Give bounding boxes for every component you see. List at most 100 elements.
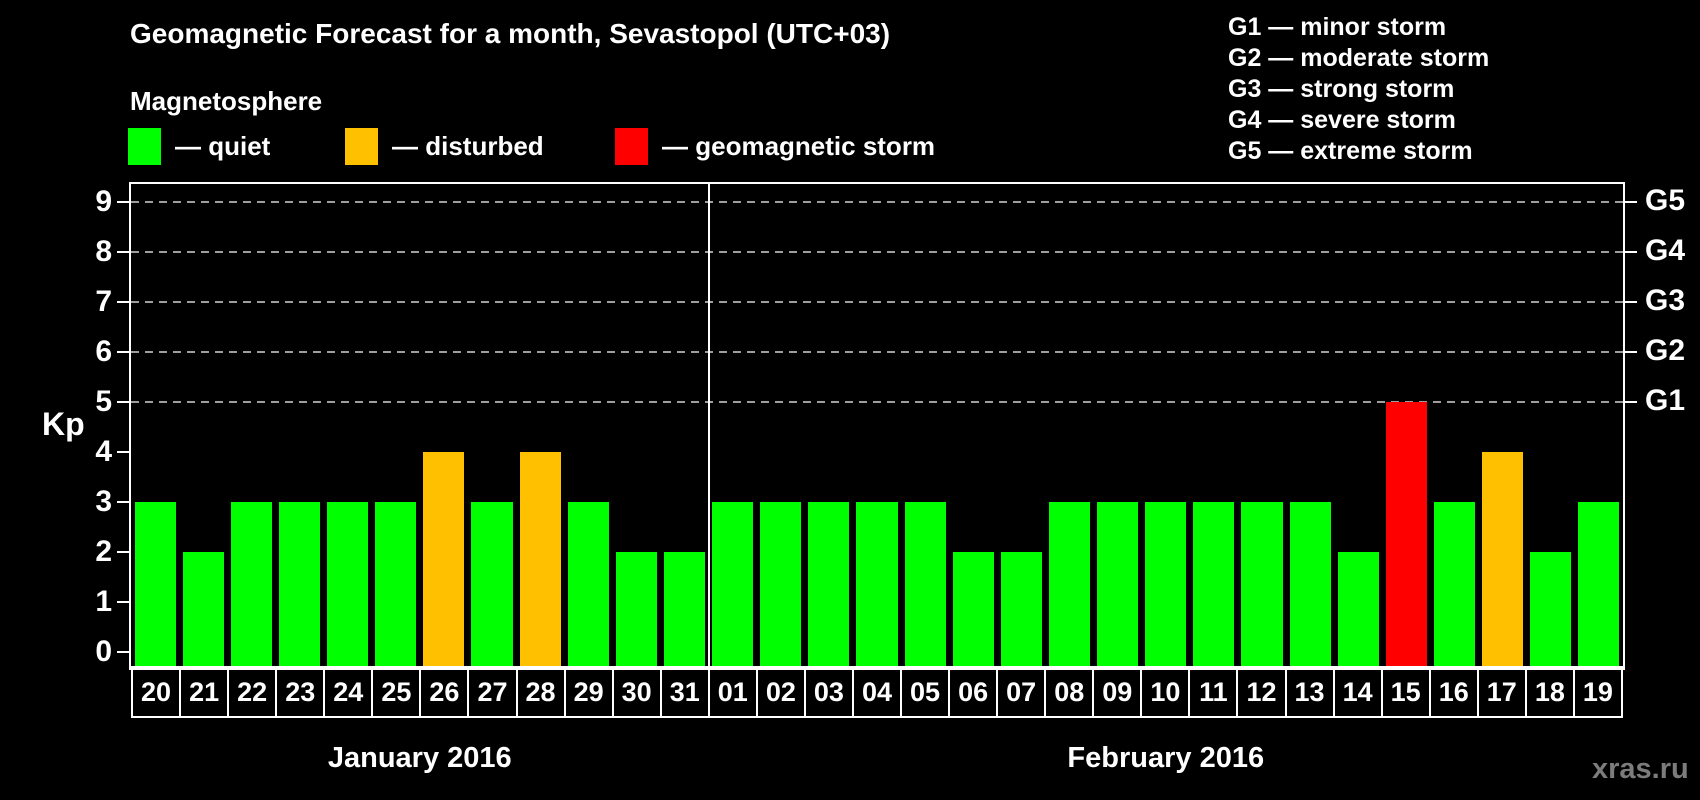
y-axis-tick-5: [117, 401, 131, 403]
kp-bar-day-27: [471, 502, 513, 668]
day-label-22: 22: [227, 666, 278, 718]
y-axis-label-9: 9: [95, 185, 112, 218]
kp-bar-day-28: [519, 452, 561, 668]
month-label: January 2016: [327, 742, 512, 774]
gridline-kp7: [131, 301, 1623, 303]
kp-bar-day-17: [1482, 452, 1524, 668]
right-axis-tick-G2: [1623, 351, 1637, 353]
right-axis-tick-G3: [1623, 301, 1637, 303]
legend-item-disturbed: — disturbed: [345, 128, 544, 165]
gridline-kp9: [131, 201, 1623, 203]
storm-scale-g2: G2 — moderate storm: [1228, 44, 1490, 72]
storm-scale-g5: G5 — extreme storm: [1228, 137, 1473, 165]
gridline-kp6: [131, 351, 1623, 353]
kp-bar-day-21: [182, 552, 224, 668]
day-label-05: 05: [900, 666, 951, 718]
quiet-label: — quiet: [175, 131, 271, 161]
watermark: xras.ru: [1592, 753, 1689, 785]
kp-bar-day-12: [1241, 502, 1283, 668]
y-axis-label-4: 4: [95, 435, 112, 468]
storm-scale-g4: G4 — severe storm: [1228, 106, 1456, 134]
y-axis-label-1: 1: [95, 585, 112, 618]
day-label-23: 23: [275, 666, 326, 718]
y-axis-label-7: 7: [95, 285, 112, 318]
storm-scale-g1: G1 — minor storm: [1228, 13, 1447, 41]
storm-color-swatch: [615, 128, 648, 165]
kp-bar-day-25: [375, 502, 417, 668]
day-label-31: 31: [659, 666, 710, 718]
day-label-01: 01: [707, 666, 758, 718]
day-label-19: 19: [1572, 666, 1623, 718]
kp-bar-day-11: [1193, 502, 1235, 668]
y-axis-tick-9: [117, 201, 131, 203]
y-axis-tick-8: [117, 251, 131, 253]
day-label-12: 12: [1236, 666, 1287, 718]
legend-item-quiet: — quiet: [128, 128, 270, 165]
storm-scale-legend: G1 — minor storm G2 — moderate storm G3 …: [1228, 12, 1489, 167]
day-label-16: 16: [1428, 666, 1479, 718]
kp-bar-day-29: [567, 502, 609, 668]
day-label-21: 21: [179, 666, 230, 718]
kp-bar-day-13: [1289, 502, 1331, 668]
y-axis-label-6: 6: [95, 335, 112, 368]
chart-title: Geomagnetic Forecast for a month, Sevast…: [130, 18, 891, 49]
day-label-15: 15: [1380, 666, 1431, 718]
kp-bar-day-19: [1578, 502, 1620, 668]
kp-bar-day-26: [423, 452, 465, 668]
right-axis-tick-G1: [1623, 401, 1637, 403]
day-axis-row: 20 21 22 23 24 25 26 27 28 29 30 31 01 02 03 04 05 06 07 08…: [131, 666, 1623, 718]
day-label-27: 27: [467, 666, 518, 718]
right-axis-label-G3: G3: [1645, 284, 1686, 317]
y-axis-tick-7: [117, 301, 131, 303]
disturbed-color-swatch: [345, 128, 378, 165]
storm-label: — geomagnetic storm: [662, 131, 936, 161]
kp-bar-day-20: [134, 502, 176, 668]
kp-bar-day-07: [1000, 552, 1042, 668]
kp-bar-day-01: [712, 502, 754, 668]
day-label-29: 29: [563, 666, 614, 718]
kp-bar-day-08: [1048, 502, 1091, 668]
kp-bar-day-30: [615, 552, 657, 668]
day-label-17: 17: [1476, 666, 1527, 718]
day-label-03: 03: [803, 666, 854, 718]
y-axis-tick-0: [117, 651, 131, 653]
y-axis-label-5: 5: [95, 385, 112, 418]
kp-bar-day-24: [327, 502, 369, 668]
right-axis-label-G2: G2: [1645, 334, 1686, 367]
y-axis-title: Kp: [42, 406, 85, 442]
kp-bar-day-16: [1433, 502, 1476, 668]
kp-bar-day-09: [1097, 502, 1139, 668]
day-label-10: 10: [1140, 666, 1191, 718]
kp-bar-day-23: [278, 502, 320, 668]
right-axis-label-G1: G1: [1645, 384, 1686, 417]
day-label-04: 04: [851, 666, 902, 718]
kp-bar-day-18: [1530, 552, 1572, 668]
gridline-kp8: [131, 251, 1623, 253]
y-axis-tick-6: [117, 351, 131, 353]
day-label-08: 08: [1044, 666, 1095, 718]
y-axis-label-0: 0: [95, 635, 112, 668]
y-axis-tick-4: [117, 451, 131, 453]
month-divider: [707, 184, 710, 668]
day-label-20: 20: [131, 666, 182, 718]
kp-bar-day-03: [808, 502, 850, 668]
day-label-24: 24: [323, 666, 374, 718]
day-label-07: 07: [996, 666, 1047, 718]
day-label-14: 14: [1332, 666, 1383, 718]
kp-bar-day-15: [1385, 402, 1427, 668]
day-label-09: 09: [1092, 666, 1143, 718]
right-axis-label-G5: G5: [1645, 184, 1686, 217]
day-label-26: 26: [419, 666, 470, 718]
month-label: February 2016: [1067, 742, 1265, 774]
magnetosphere-label: Magnetosphere: [130, 86, 323, 116]
day-label-30: 30: [611, 666, 662, 718]
storm-scale-g3: G3 — strong storm: [1228, 75, 1455, 103]
legend-item-storm: — geomagnetic storm: [615, 128, 935, 165]
y-axis-tick-1: [117, 601, 131, 603]
kp-bar-day-14: [1337, 552, 1379, 668]
day-label-13: 13: [1284, 666, 1335, 718]
right-axis-tick-G5: [1623, 201, 1637, 203]
y-axis-label-8: 8: [95, 235, 112, 268]
